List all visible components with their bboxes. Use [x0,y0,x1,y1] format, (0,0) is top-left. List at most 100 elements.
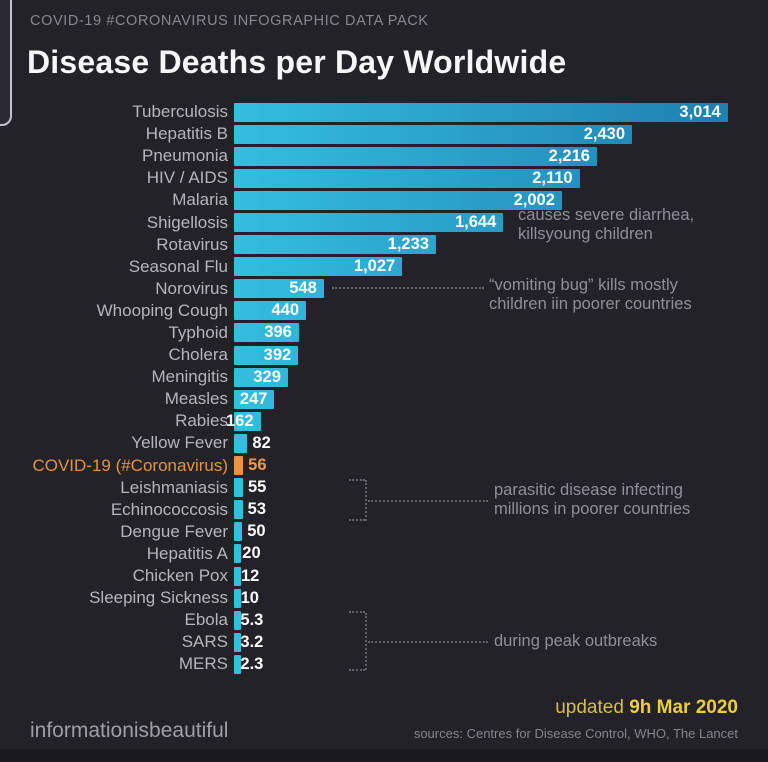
chart-row: Typhoid 396 [0,322,768,344]
category-label: Norovirus [155,278,228,298]
bracket-parasitic-tick-bottom [349,519,365,521]
bar: 2,216 [234,146,597,166]
chart-row: Norovirus 548 [0,278,768,300]
bar-track: 56 [234,456,768,476]
bar: 3,014 [234,102,728,122]
value-label: 2.3 [240,654,264,673]
category-label: Whooping Cough [96,300,228,320]
value-label: 1,027 [353,257,396,276]
bar-track: 50 [234,522,768,542]
bar-track: 247 [234,389,768,409]
category-label: Typhoid [168,322,228,342]
category-label: SARS [181,632,228,652]
category-label: Rabies [175,411,228,431]
category-label: Cholera [168,345,228,365]
kicker-text: COVID-19 #CORONAVIRUS INFOGRAPHIC DATA P… [30,13,429,29]
bar: 247 [234,389,275,409]
value-label: 548 [289,279,317,298]
bracket-parasitic-tick-top [349,479,365,481]
chart-row: Pneumonia 2,216 [0,145,768,167]
value-label: 55 [248,478,267,497]
page-title: Disease Deaths per Day Worldwide [27,44,567,80]
annotation-line: children iin poorer countries [489,294,692,313]
bracket-parasitic-vertical [365,480,367,521]
value-label: 247 [239,389,268,408]
bottom-edge-shade [0,749,768,762]
bracket-outbreaks-leader [368,641,488,643]
category-label: Dengue Fever [120,521,228,541]
sources-text: sources: Centres for Disease Control, WH… [413,726,738,741]
chart-row: Sleeping Sickness 10 [0,587,768,609]
annotation-shigellosis: causes severe diarrhea, killsyoung child… [518,206,694,243]
bar-track: 396 [234,323,768,343]
bar-track: 3,014 [234,102,768,122]
value-label: 10 [240,588,259,607]
chart-row: HIV / AIDS 2,110 [0,167,768,189]
value-label: 2,430 [583,124,626,143]
bar-track: 329 [234,367,768,387]
value-label: 396 [264,323,292,342]
category-label: Malaria [172,190,228,210]
chart-row: Yellow Fever 82 [0,432,768,454]
annotation-line: parasitic disease infecting [494,481,683,499]
bar [234,566,241,586]
chart-row: Whooping Cough 440 [0,300,768,322]
bar-track: 20 [234,544,768,564]
value-label: 162 [226,411,254,430]
value-label: 2,216 [548,146,590,165]
bar-track: 2,216 [234,146,768,166]
bar-track: 1,027 [234,257,768,277]
bar [234,522,243,542]
chart-row: Tuberculosis 3,014 [0,101,768,123]
category-label: Echinococcosis [110,499,228,519]
bar-track: 548 [234,279,768,299]
bar-track: 2,110 [234,168,768,188]
bar-track: 1,233 [234,235,768,255]
bar: 2,430 [234,124,633,144]
bracket-parasitic-leader [368,500,488,502]
leader-line-norovirus [332,287,484,289]
bar [234,456,244,476]
bar: 1,233 [234,235,436,255]
value-label: 5.3 [240,610,264,629]
annotation-line: during peak outbreaks [494,632,658,650]
bar: 2,110 [234,168,580,188]
bar-track: 1,644 [234,213,768,233]
bracket-outbreaks-vertical [365,613,367,670]
chart-row: Hepatitis B 2,430 [0,123,768,145]
chart-row: Echinococcosis 53 [0,499,768,521]
value-label: 3.2 [240,632,264,651]
category-label: Meningitis [151,367,228,387]
bar-track: 392 [234,345,768,365]
value-label: 2,002 [513,190,555,209]
bar: 1,027 [234,257,403,277]
chart-row: Rabies 162 [0,410,768,432]
value-label: 20 [242,544,261,563]
bar [234,654,241,674]
chart-row: Dengue Fever 50 [0,521,768,543]
bar [234,433,248,453]
value-label: 3,014 [679,102,721,121]
value-label: 440 [271,301,300,320]
bar-track: 5.3 [234,610,768,630]
chart-row: Meningitis 329 [0,366,768,388]
bar: 329 [234,367,288,387]
updated-date: updated 9h Mar 2020 [555,697,738,719]
chart-row: Seasonal Flu 1,027 [0,256,768,278]
bar [234,544,241,564]
category-label: MERS [178,654,228,674]
value-label: 53 [247,500,267,519]
bar [234,588,241,608]
chart-row: Ebola 5.3 [0,609,768,631]
updated-value: 9h Mar 2020 [629,697,738,718]
category-label: Measles [164,389,228,409]
category-label: Chicken Pox [132,566,228,586]
category-label: Tuberculosis [132,102,228,122]
bar: 162 [226,411,261,431]
category-label: Yellow Fever [131,433,228,453]
chart-row: Measles 247 [0,388,768,410]
value-label: 1,233 [387,235,429,254]
chart-row: SARS 3.2 [0,631,768,653]
bar: 440 [234,301,307,321]
chart-row: MERS 2.3 [0,653,768,675]
